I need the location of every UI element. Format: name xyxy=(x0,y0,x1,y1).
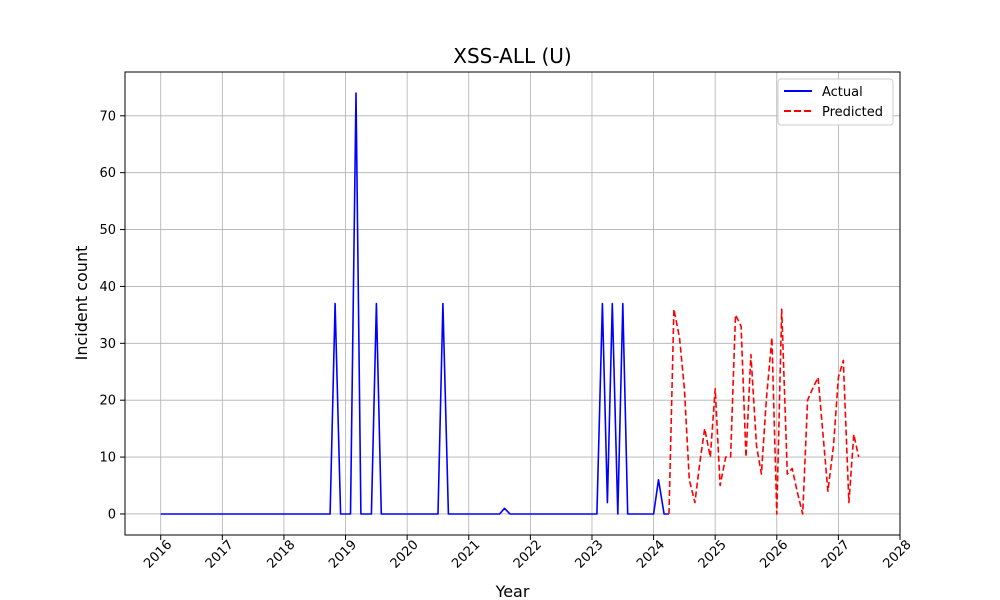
y-tick-label: 20 xyxy=(99,394,116,409)
series-lines xyxy=(160,92,860,515)
y-tick-label: 0 xyxy=(108,507,116,522)
y-tick-label: 60 xyxy=(99,166,116,181)
y-tick-label: 70 xyxy=(99,109,116,124)
grid xyxy=(125,72,901,535)
x-axis-label: Year xyxy=(495,582,530,600)
y-tick-label: 40 xyxy=(99,280,116,295)
plot-area-frame xyxy=(124,71,901,536)
legend-label-predicted: Predicted xyxy=(822,105,883,120)
legend: Actual Predicted xyxy=(777,78,894,126)
y-axis-label: Incident count xyxy=(72,246,91,361)
series-line-actual xyxy=(160,92,669,515)
y-tick-label: 50 xyxy=(99,223,116,238)
legend-label-actual: Actual xyxy=(822,85,863,100)
series-line-predicted xyxy=(668,308,860,515)
y-tick-label: 10 xyxy=(99,451,116,466)
y-tick-label: 30 xyxy=(99,337,116,352)
chart-title: XSS-ALL (U) xyxy=(453,44,571,68)
